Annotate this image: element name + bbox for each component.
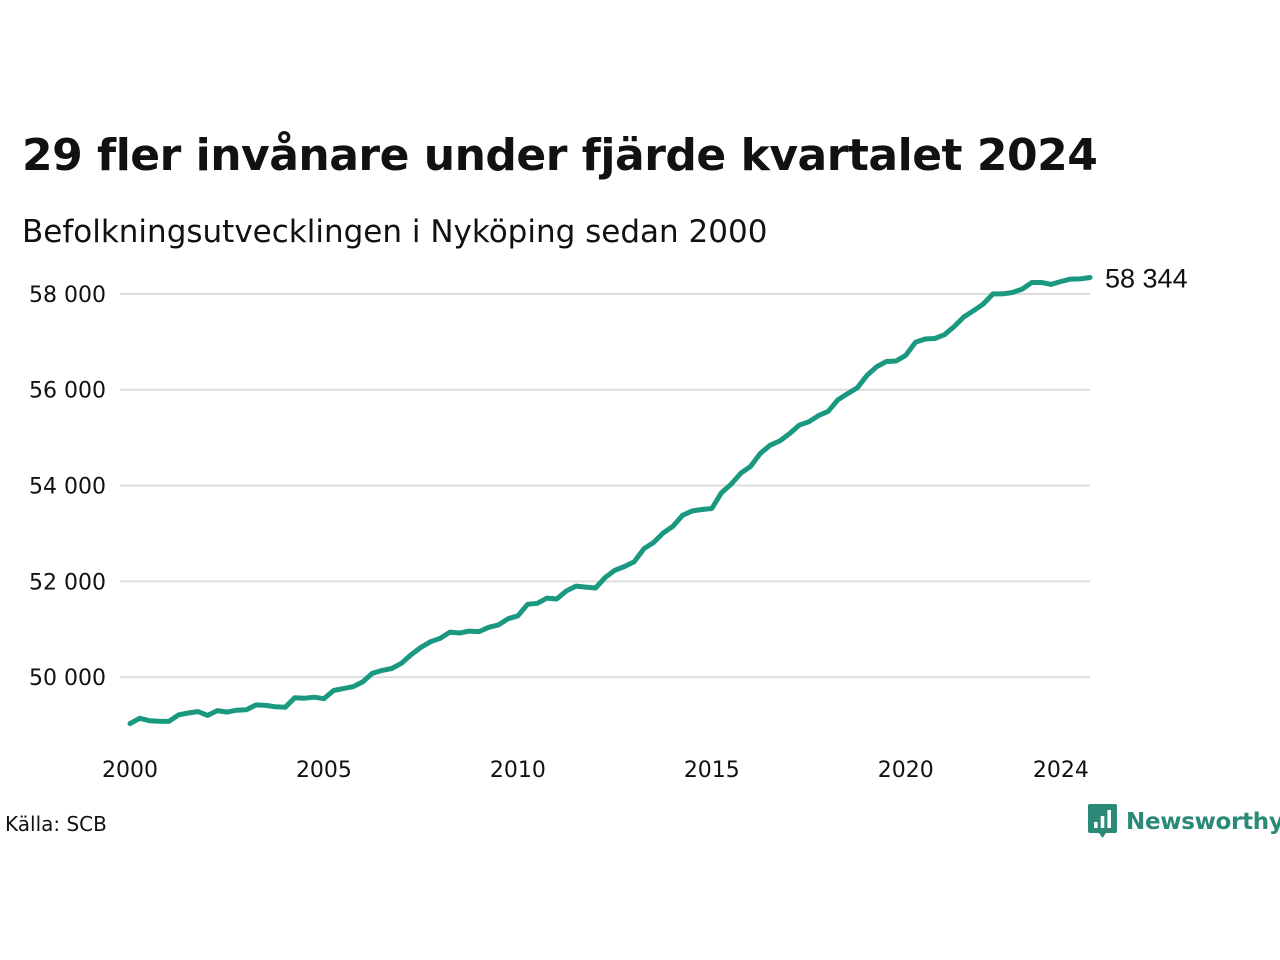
grid-lines — [120, 292, 1090, 679]
y-tick-label: 58 000 — [29, 283, 106, 308]
chart-subtitle: Befolkningsutvecklingen i Nyköping sedan… — [22, 214, 768, 250]
newsworthy-logo-icon — [1088, 804, 1117, 838]
end-value-label-layer: 58 344 — [1105, 263, 1188, 293]
y-tick-label: 54 000 — [29, 475, 106, 500]
x-tick-label: 2010 — [490, 758, 546, 783]
x-axis-labels: 2000 2005 2010 2015 2020 2024 — [102, 758, 1089, 783]
x-tick-label: 2000 — [102, 758, 158, 783]
x-tick-label: 2024 — [1033, 758, 1089, 783]
brand-logo: Newsworthy — [1088, 804, 1280, 839]
source-note: Källa: SCB — [5, 812, 107, 836]
series-layer — [127, 275, 1093, 727]
y-axis-labels: 50 000 52 000 54 000 56 000 58 000 — [29, 283, 106, 691]
x-tick-label: 2005 — [296, 758, 352, 783]
x-tick-label: 2015 — [684, 758, 740, 783]
series-line — [127, 275, 1093, 727]
chart-title: 29 fler invånare under fjärde kvartalet … — [22, 130, 1098, 181]
y-tick-label: 50 000 — [29, 666, 106, 691]
brand-name: Newsworthy — [1126, 808, 1280, 835]
x-tick-label: 2020 — [878, 758, 934, 783]
y-tick-label: 56 000 — [29, 379, 106, 404]
y-tick-label: 52 000 — [29, 570, 106, 595]
end-value-label: 58 344 — [1105, 263, 1188, 293]
